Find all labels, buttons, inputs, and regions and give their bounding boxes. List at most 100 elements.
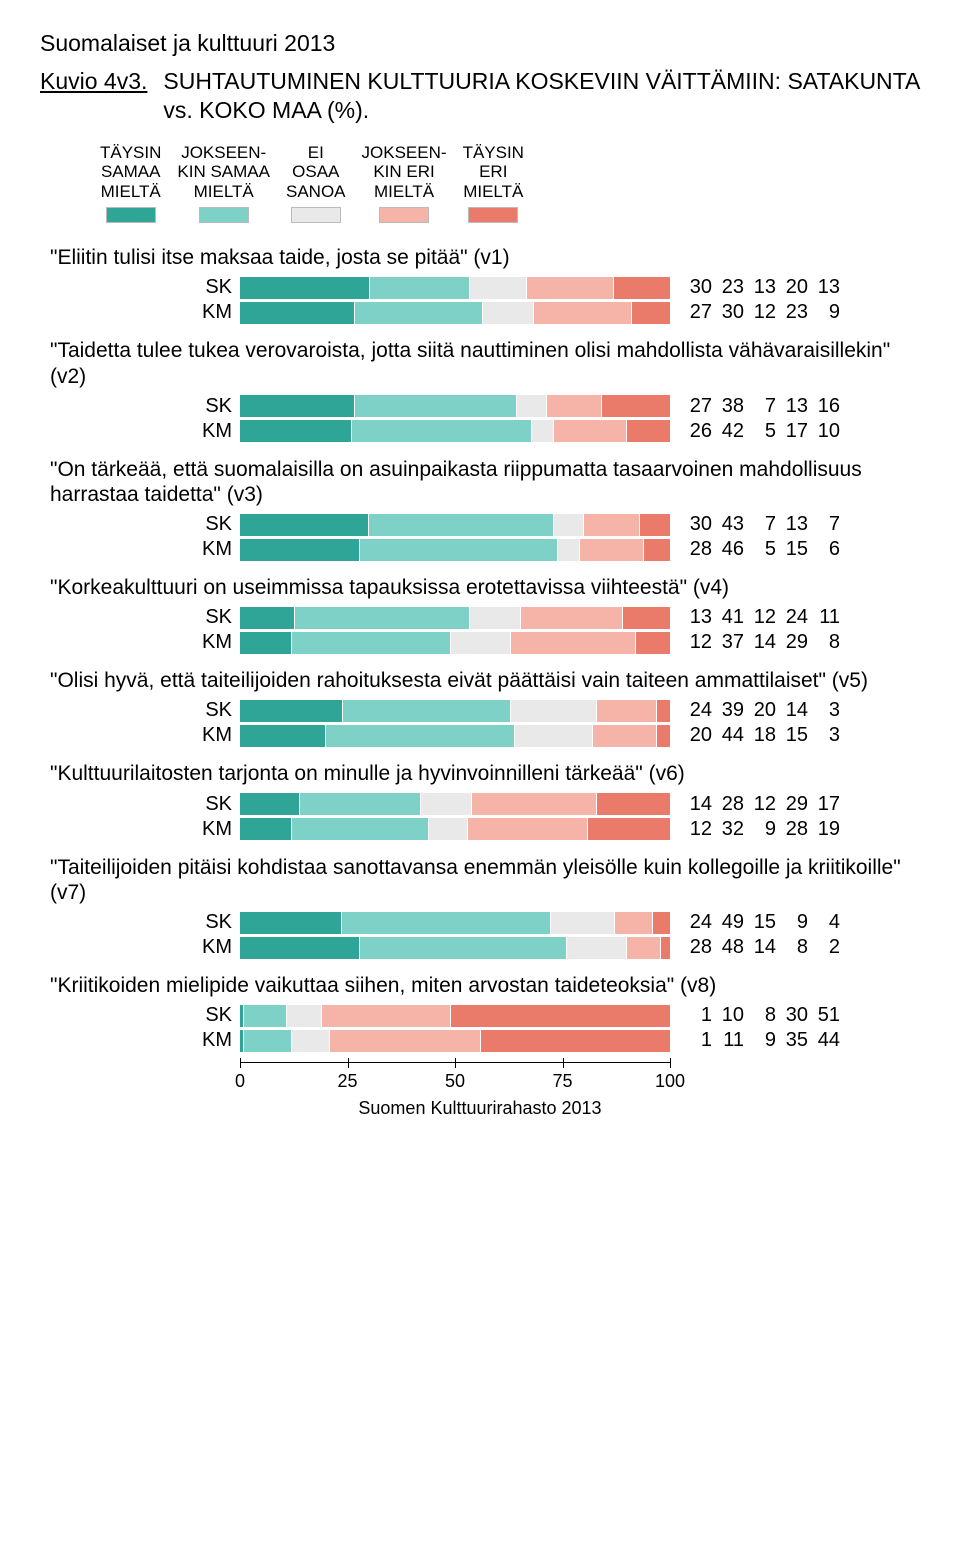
value-label: 23 (712, 276, 744, 299)
axis-tick-label: 50 (445, 1071, 465, 1092)
bar-segment (470, 277, 526, 299)
bar-segment (292, 632, 451, 654)
figure-title: SUHTAUTUMINEN KULTTUURIA KOSKEVIIN VÄITT… (163, 67, 920, 125)
value-label: 19 (808, 818, 840, 841)
value-label: 16 (808, 395, 840, 418)
bar-segment (483, 302, 534, 324)
bar-segment (240, 514, 369, 536)
bar-segment (661, 937, 670, 959)
value-labels: 24491594 (680, 911, 840, 934)
value-label: 14 (680, 793, 712, 816)
bar-segment (322, 1005, 451, 1027)
legend-label: SAMAA (100, 162, 161, 182)
bar-segment (360, 937, 566, 959)
legend-item: JOKSEEN-KIN ERIMIELTÄ (362, 143, 447, 224)
bar-segment (521, 607, 623, 629)
bar-segment (352, 420, 533, 442)
chart-row: SK3023132013 (40, 276, 920, 299)
bar-segment (472, 793, 597, 815)
bar-segment (657, 725, 670, 747)
axis-tick-label: 0 (235, 1071, 245, 1092)
legend-label: SANOA (286, 182, 346, 202)
bar-segment (342, 912, 551, 934)
bar-segment (240, 937, 360, 959)
legend-item: EIOSAASANOA (286, 143, 346, 224)
question-text: "On tärkeää, että suomalaisilla on asuin… (50, 457, 920, 507)
value-label: 14 (744, 631, 776, 654)
row-label: KM (40, 538, 240, 561)
bar-segment (615, 912, 653, 934)
chart-row: KM11193544 (40, 1029, 920, 1052)
value-label: 13 (808, 276, 840, 299)
legend-label: JOKSEEN- (362, 143, 447, 163)
axis-tick-label: 75 (552, 1071, 572, 1092)
bar-segment (551, 912, 615, 934)
value-label: 2 (808, 936, 840, 959)
legend-label: TÄYSIN (463, 143, 524, 163)
value-label: 28 (776, 818, 808, 841)
value-label: 49 (712, 911, 744, 934)
legend-swatch (291, 207, 341, 223)
stacked-bar (240, 302, 670, 324)
value-labels: 28481482 (680, 936, 840, 959)
bar-segment (640, 514, 670, 536)
bar-segment (240, 539, 360, 561)
value-label: 12 (680, 631, 712, 654)
question-text: "Korkeakulttuuri on useimmissa tapauksis… (50, 575, 920, 600)
legend-swatch (106, 207, 156, 223)
row-label: SK (40, 606, 240, 629)
legend-label: MIELTÄ (362, 182, 447, 202)
value-label: 9 (776, 911, 808, 934)
report-title: Suomalaiset ja kulttuuri 2013 (40, 30, 920, 57)
bar-segment (240, 395, 355, 417)
question-text: "Kulttuurilaitosten tarjonta on minulle … (50, 761, 920, 786)
bar-segment (614, 277, 670, 299)
legend-label: MIELTÄ (100, 182, 161, 202)
legend-swatch (468, 207, 518, 223)
stacked-bar (240, 793, 670, 815)
bar-segment (295, 607, 470, 629)
row-label: SK (40, 513, 240, 536)
value-label: 3 (808, 699, 840, 722)
axis-tick (455, 1058, 456, 1068)
bar-segment (343, 700, 511, 722)
value-label: 15 (776, 538, 808, 561)
bar-segment (244, 1005, 287, 1027)
value-label: 39 (712, 699, 744, 722)
bar-segment (470, 607, 521, 629)
value-label: 15 (776, 724, 808, 747)
bar-segment (627, 420, 670, 442)
stacked-bar (240, 700, 670, 722)
bar-segment (602, 395, 670, 417)
bar-segment (468, 818, 588, 840)
chart-row: SK1341122411 (40, 606, 920, 629)
bar-segment (511, 700, 597, 722)
stacked-bar (240, 1005, 670, 1027)
question-text: "Eliitin tulisi itse maksaa taide, josta… (50, 245, 920, 270)
bar-segment (653, 912, 670, 934)
axis-tick (563, 1058, 564, 1068)
value-labels: 123714298 (680, 631, 840, 654)
value-label: 7 (744, 395, 776, 418)
value-labels: 30437137 (680, 513, 840, 536)
value-label: 14 (744, 936, 776, 959)
value-label: 26 (680, 420, 712, 443)
question-text: "Kriitikoiden mielipide vaikuttaa siihen… (50, 973, 920, 998)
value-label: 24 (680, 699, 712, 722)
bar-segment (240, 302, 355, 324)
value-label: 10 (712, 1004, 744, 1027)
value-label: 20 (680, 724, 712, 747)
stacked-bar (240, 1030, 670, 1052)
row-label: KM (40, 724, 240, 747)
value-label: 5 (744, 538, 776, 561)
row-label: KM (40, 936, 240, 959)
axis-tick (348, 1058, 349, 1068)
legend-label: KIN SAMAA (177, 162, 270, 182)
bar-segment (593, 725, 658, 747)
value-label: 44 (808, 1029, 840, 1052)
bar-segment (451, 632, 511, 654)
bar-segment (240, 912, 342, 934)
value-label: 12 (744, 793, 776, 816)
value-labels: 11083051 (680, 1004, 840, 1027)
chart-row: KM204418153 (40, 724, 920, 747)
